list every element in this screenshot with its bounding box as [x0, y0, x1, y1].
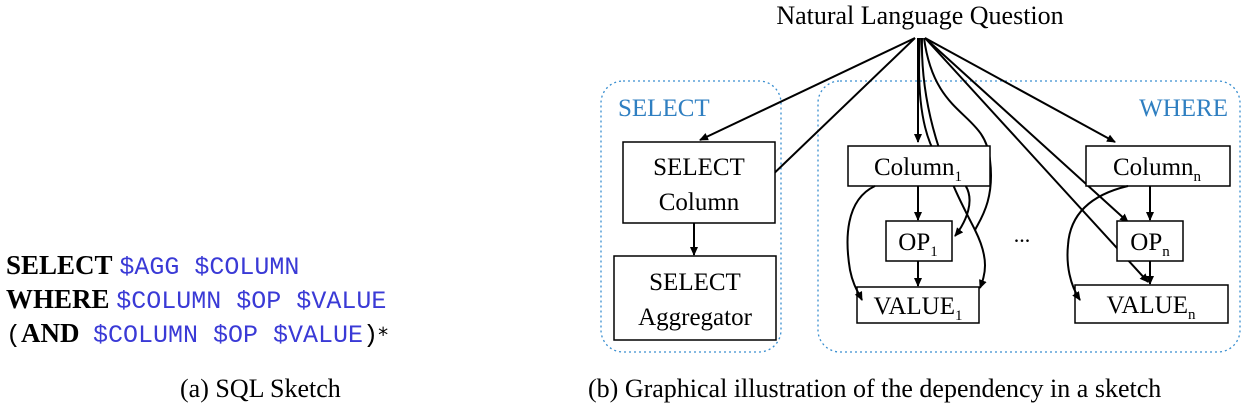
- dependency-edges: [690, 185, 1154, 301]
- select-group: [600, 80, 782, 353]
- select-column-line1: SELECT: [653, 154, 745, 181]
- select-aggregator-line1: SELECT: [649, 269, 741, 296]
- node-boxes: [613, 141, 1231, 341]
- where-keyword: WHERE: [6, 284, 110, 314]
- valuen-label: VALUEn: [1107, 292, 1196, 323]
- select-keyword: SELECT: [6, 250, 113, 280]
- select-aggregator-box: [613, 255, 777, 341]
- sql-line-where: WHERE $COLUMN $OP $VALUE: [6, 282, 386, 316]
- sql-sketch: SELECT $AGG $COLUMN WHERE $COLUMN $OP $V…: [6, 248, 566, 358]
- valuen-box: [1074, 284, 1229, 324]
- columnn-box: [1085, 145, 1231, 187]
- edge-q-valuen: [924, 37, 1149, 283]
- value1-label: VALUE1: [874, 293, 963, 324]
- and-placeholders: $COLUMN $OP $VALUE: [93, 321, 364, 350]
- edge-q-select-column: [699, 37, 916, 141]
- close-paren: ): [363, 321, 379, 350]
- where-group-label: WHERE: [1139, 95, 1228, 122]
- sql-line-and: (AND $COLUMN $OP $VALUE)*: [6, 316, 388, 350]
- op1-label: OP1: [898, 229, 937, 260]
- edge-q-op1: [918, 37, 971, 237]
- edge-column1-value1: [846, 185, 876, 301]
- natural-language-question: Natural Language Question: [776, 1, 1063, 30]
- edge-q-select-aggregator: [764, 37, 916, 183]
- edge-q-columnn: [924, 37, 1116, 143]
- value1-box: [856, 286, 980, 324]
- select-group-label: SELECT: [618, 95, 710, 122]
- select-column-line2: Column: [659, 189, 740, 216]
- edge-columnn-valuen: [1066, 185, 1129, 301]
- opn-box: [1116, 220, 1184, 262]
- sql-line-select: SELECT $AGG $COLUMN: [6, 248, 299, 282]
- where-placeholders: $COLUMN $OP $VALUE: [116, 287, 387, 316]
- ellipsis: ...: [1014, 222, 1031, 247]
- and-keyword: AND: [21, 318, 80, 348]
- select-column-box: [622, 141, 776, 224]
- opn-label: OPn: [1130, 229, 1170, 260]
- select-placeholders: $AGG $COLUMN: [119, 253, 300, 282]
- column1-box: [847, 145, 991, 187]
- open-paren: (: [6, 321, 22, 350]
- column1-label: Column1: [874, 154, 962, 185]
- select-aggregator-line2: Aggregator: [638, 304, 753, 331]
- edge-q-opn: [924, 37, 1129, 223]
- kleene-star: *: [378, 323, 389, 347]
- op1-box: [885, 220, 953, 262]
- caption-b: (b) Graphical illustration of the depend…: [588, 374, 1162, 403]
- where-group: [817, 80, 1241, 353]
- columnn-label: Columnn: [1113, 154, 1202, 185]
- caption-a: (a) SQL Sketch: [180, 374, 341, 403]
- edge-q-value1: [920, 37, 987, 289]
